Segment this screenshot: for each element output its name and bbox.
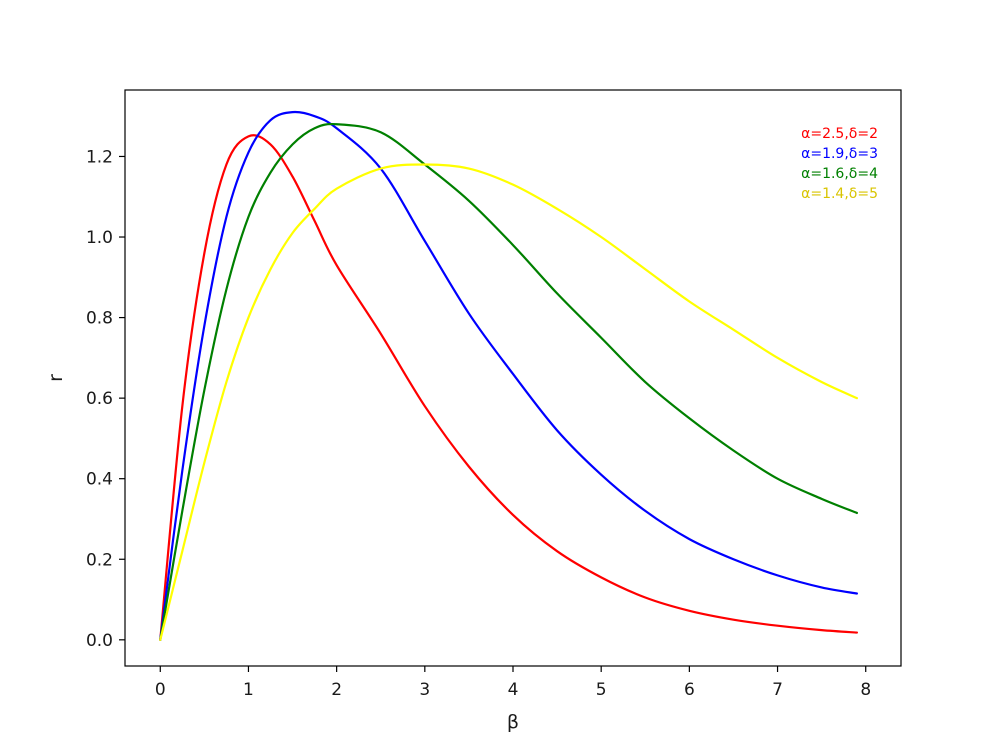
- x-tick-label: 2: [331, 680, 342, 700]
- y-tick-label: 1.2: [86, 147, 113, 167]
- series-line-4: [159, 163, 859, 641]
- series-lines: [159, 110, 859, 641]
- x-axis-ticks: 0 1 2 3 4 5 6 7 8: [155, 666, 871, 700]
- x-tick-label: 1: [243, 680, 254, 700]
- x-tick-label: 0: [155, 680, 166, 700]
- x-tick-label: 7: [772, 680, 783, 700]
- x-axis-label: β: [507, 711, 519, 733]
- x-tick-label: 4: [508, 680, 519, 700]
- series-line-2: [159, 110, 859, 641]
- x-tick-label: 5: [596, 680, 607, 700]
- y-axis-label: r: [45, 374, 67, 382]
- x-tick-label: 8: [860, 680, 871, 700]
- series-line-1: [159, 134, 859, 641]
- y-tick-label: 0.2: [86, 550, 113, 570]
- series-line-3: [159, 122, 859, 641]
- y-axis-ticks: 0.0 0.2 0.4 0.6 0.8 1.0 1.2: [86, 147, 125, 651]
- y-tick-label: 0.8: [86, 309, 113, 329]
- legend: α=2.5,δ=2 α=1.9,δ=3 α=1.6,δ=4 α=1.4,δ=5: [801, 126, 878, 202]
- legend-entry-2: α=1.9,δ=3: [801, 146, 878, 162]
- x-tick-label: 6: [684, 680, 695, 700]
- legend-entry-3: α=1.6,δ=4: [801, 166, 878, 182]
- legend-entry-1: α=2.5,δ=2: [801, 126, 878, 142]
- y-tick-label: 1.0: [86, 228, 113, 248]
- legend-entry-4: α=1.4,δ=5: [801, 186, 878, 202]
- y-tick-label: 0.6: [86, 389, 113, 409]
- y-tick-label: 0.4: [86, 470, 113, 490]
- y-tick-label: 0.0: [86, 631, 113, 651]
- x-tick-label: 3: [419, 680, 430, 700]
